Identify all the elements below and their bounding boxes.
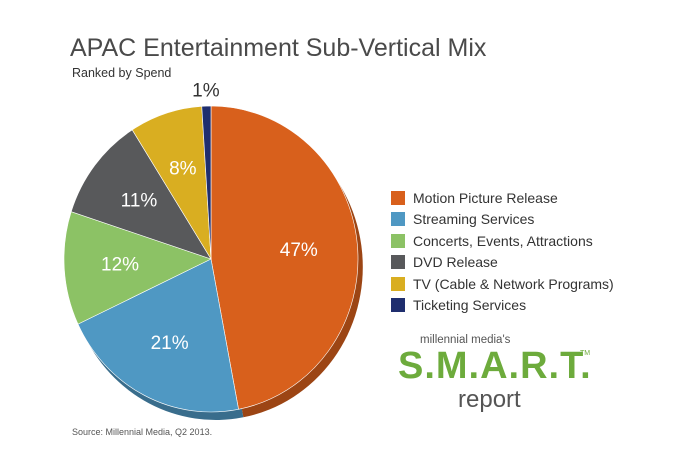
- pie-slice-ticketing-services: [201, 105, 212, 260]
- legend-label: Streaming Services: [413, 211, 535, 228]
- data-label-concerts-events-attractions: 12%: [101, 254, 139, 275]
- legend-swatch: [391, 276, 405, 291]
- legend-item-motion-picture-release: Motion Picture Release: [391, 187, 614, 209]
- logo-brand-text: millennial media's: [420, 334, 511, 346]
- data-label-ticketing-services: 1%: [192, 80, 220, 101]
- logo-title: S.M.A.R.T.: [398, 345, 592, 387]
- pie-slice-dvd-release: [70, 129, 212, 260]
- source-note: Source: Millennial Media, Q2 2013.: [72, 427, 213, 437]
- chart-subtitle: Ranked by Spend: [72, 66, 172, 80]
- legend-item-streaming-services: Streaming Services: [391, 209, 614, 231]
- pie-slice-motion-picture-release: [210, 105, 359, 410]
- legend-label: Concerts, Events, Attractions: [413, 232, 593, 249]
- legend-label: Ticketing Services: [413, 297, 527, 314]
- logo-report-text: report: [458, 386, 521, 413]
- legend: Motion Picture Release Streaming Services…: [391, 187, 614, 316]
- legend-item-concerts-events-attractions: Concerts, Events, Attractions: [391, 230, 614, 252]
- legend-item-ticketing-services: Ticketing Services: [391, 295, 614, 317]
- legend-swatch: [391, 255, 405, 270]
- legend-item-dvd-release: DVD Release: [391, 252, 614, 274]
- data-label-dvd-release: 11%: [121, 190, 158, 211]
- smart-report-logo: millennial media's S.M.A.R.T. TM report: [398, 328, 598, 418]
- pie-slice-concerts-events-attractions: [63, 211, 212, 325]
- legend-swatch: [391, 212, 405, 227]
- legend-item-tv-cable-network-programs: TV (Cable & Network Programs): [391, 273, 614, 295]
- data-label-motion-picture-release: 47%: [280, 240, 318, 261]
- data-label-streaming-services: 21%: [151, 333, 189, 354]
- legend-label: TV (Cable & Network Programs): [413, 275, 614, 292]
- pie-slice-streaming-services: [77, 258, 239, 413]
- logo-trademark: TM: [580, 350, 591, 357]
- legend-label: DVD Release: [413, 254, 498, 271]
- legend-swatch: [391, 233, 405, 248]
- legend-swatch: [391, 298, 405, 313]
- legend-label: Motion Picture Release: [413, 189, 558, 206]
- legend-swatch: [391, 190, 405, 205]
- data-label-tv-cable-network-programs: 8%: [169, 158, 197, 179]
- chart-title: APAC Entertainment Sub-Vertical Mix: [70, 34, 487, 62]
